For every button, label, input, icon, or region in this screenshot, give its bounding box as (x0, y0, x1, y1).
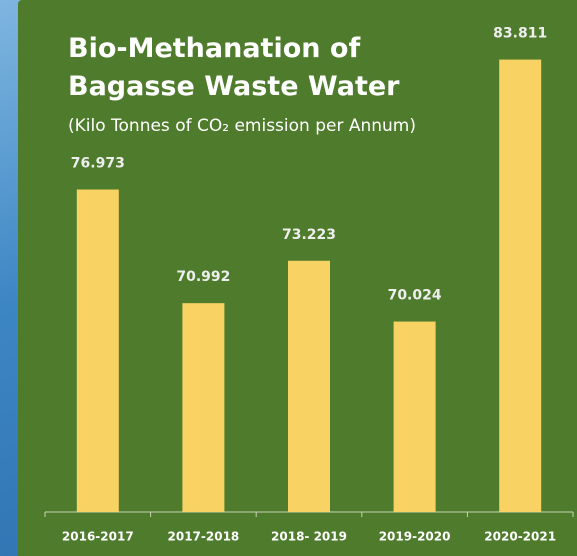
x-tick-label: 2017-2018 (168, 530, 240, 544)
x-tick-label: 2018- 2019 (271, 530, 347, 544)
value-label: 73.223 (282, 227, 336, 243)
bar (182, 303, 224, 512)
value-label: 70.024 (388, 288, 442, 304)
x-tick-label: 2019-2020 (379, 530, 451, 544)
bar (499, 60, 541, 512)
page: 2016-2017 76.973 2017-2018 70.992 2018- 2019… (0, 0, 577, 556)
bar (77, 190, 119, 512)
value-label: 83.811 (493, 26, 547, 42)
bar (394, 322, 436, 512)
bar (288, 261, 330, 512)
chart-subtitle: (Kilo Tonnes of CO₂ emission per Annum) (68, 116, 416, 136)
x-tick-label: 2016-2017 (62, 530, 134, 544)
value-label: 76.973 (71, 156, 125, 172)
x-tick-label: 2020-2021 (484, 530, 556, 544)
chart-title: Bio-Methanation of Bagasse Waste Water (68, 30, 408, 106)
value-label: 70.992 (176, 269, 230, 285)
